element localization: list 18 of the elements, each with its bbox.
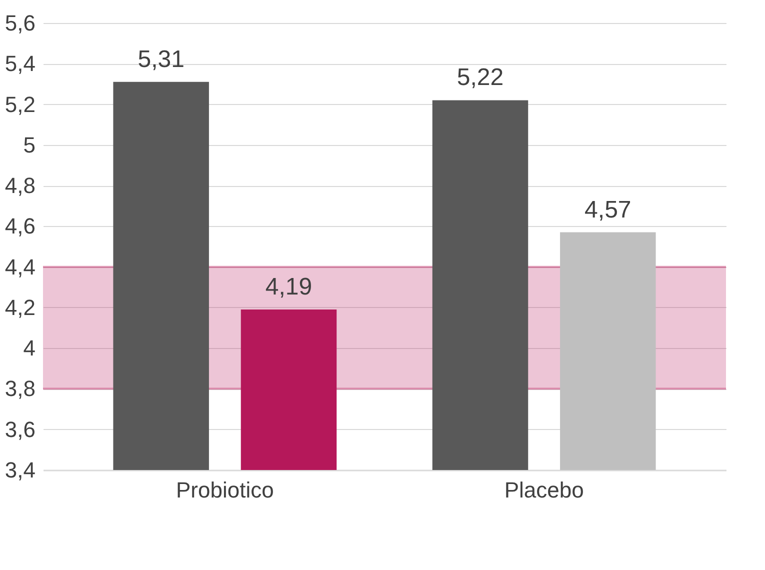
y-tick-label: 3,8 [4, 376, 36, 402]
y-tick-label: 4 [23, 336, 36, 361]
y-tick-label: 4,6 [4, 214, 36, 239]
y-tick-label: 4,2 [4, 294, 36, 320]
data-label: 4,57 [584, 196, 632, 224]
y-tick-label: 5 [23, 132, 36, 158]
y-tick-label: 5,6 [4, 10, 36, 36]
y-tick-label: 4,4 [4, 254, 36, 280]
y-tick-label: 3,6 [4, 416, 36, 442]
y-tick-label: 5,2 [4, 92, 36, 117]
data-label: 5,22 [456, 64, 504, 92]
y-tick-label: 3,4 [4, 458, 36, 482]
data-label: 5,31 [138, 46, 184, 73]
x-tick-label: Probiotico [176, 478, 274, 502]
y-tick-label: 5,4 [4, 51, 36, 76]
y-tick-label: 4,8 [4, 173, 36, 198]
x-tick-label: Placebo [504, 478, 584, 502]
data-label: 4,19 [265, 273, 312, 300]
